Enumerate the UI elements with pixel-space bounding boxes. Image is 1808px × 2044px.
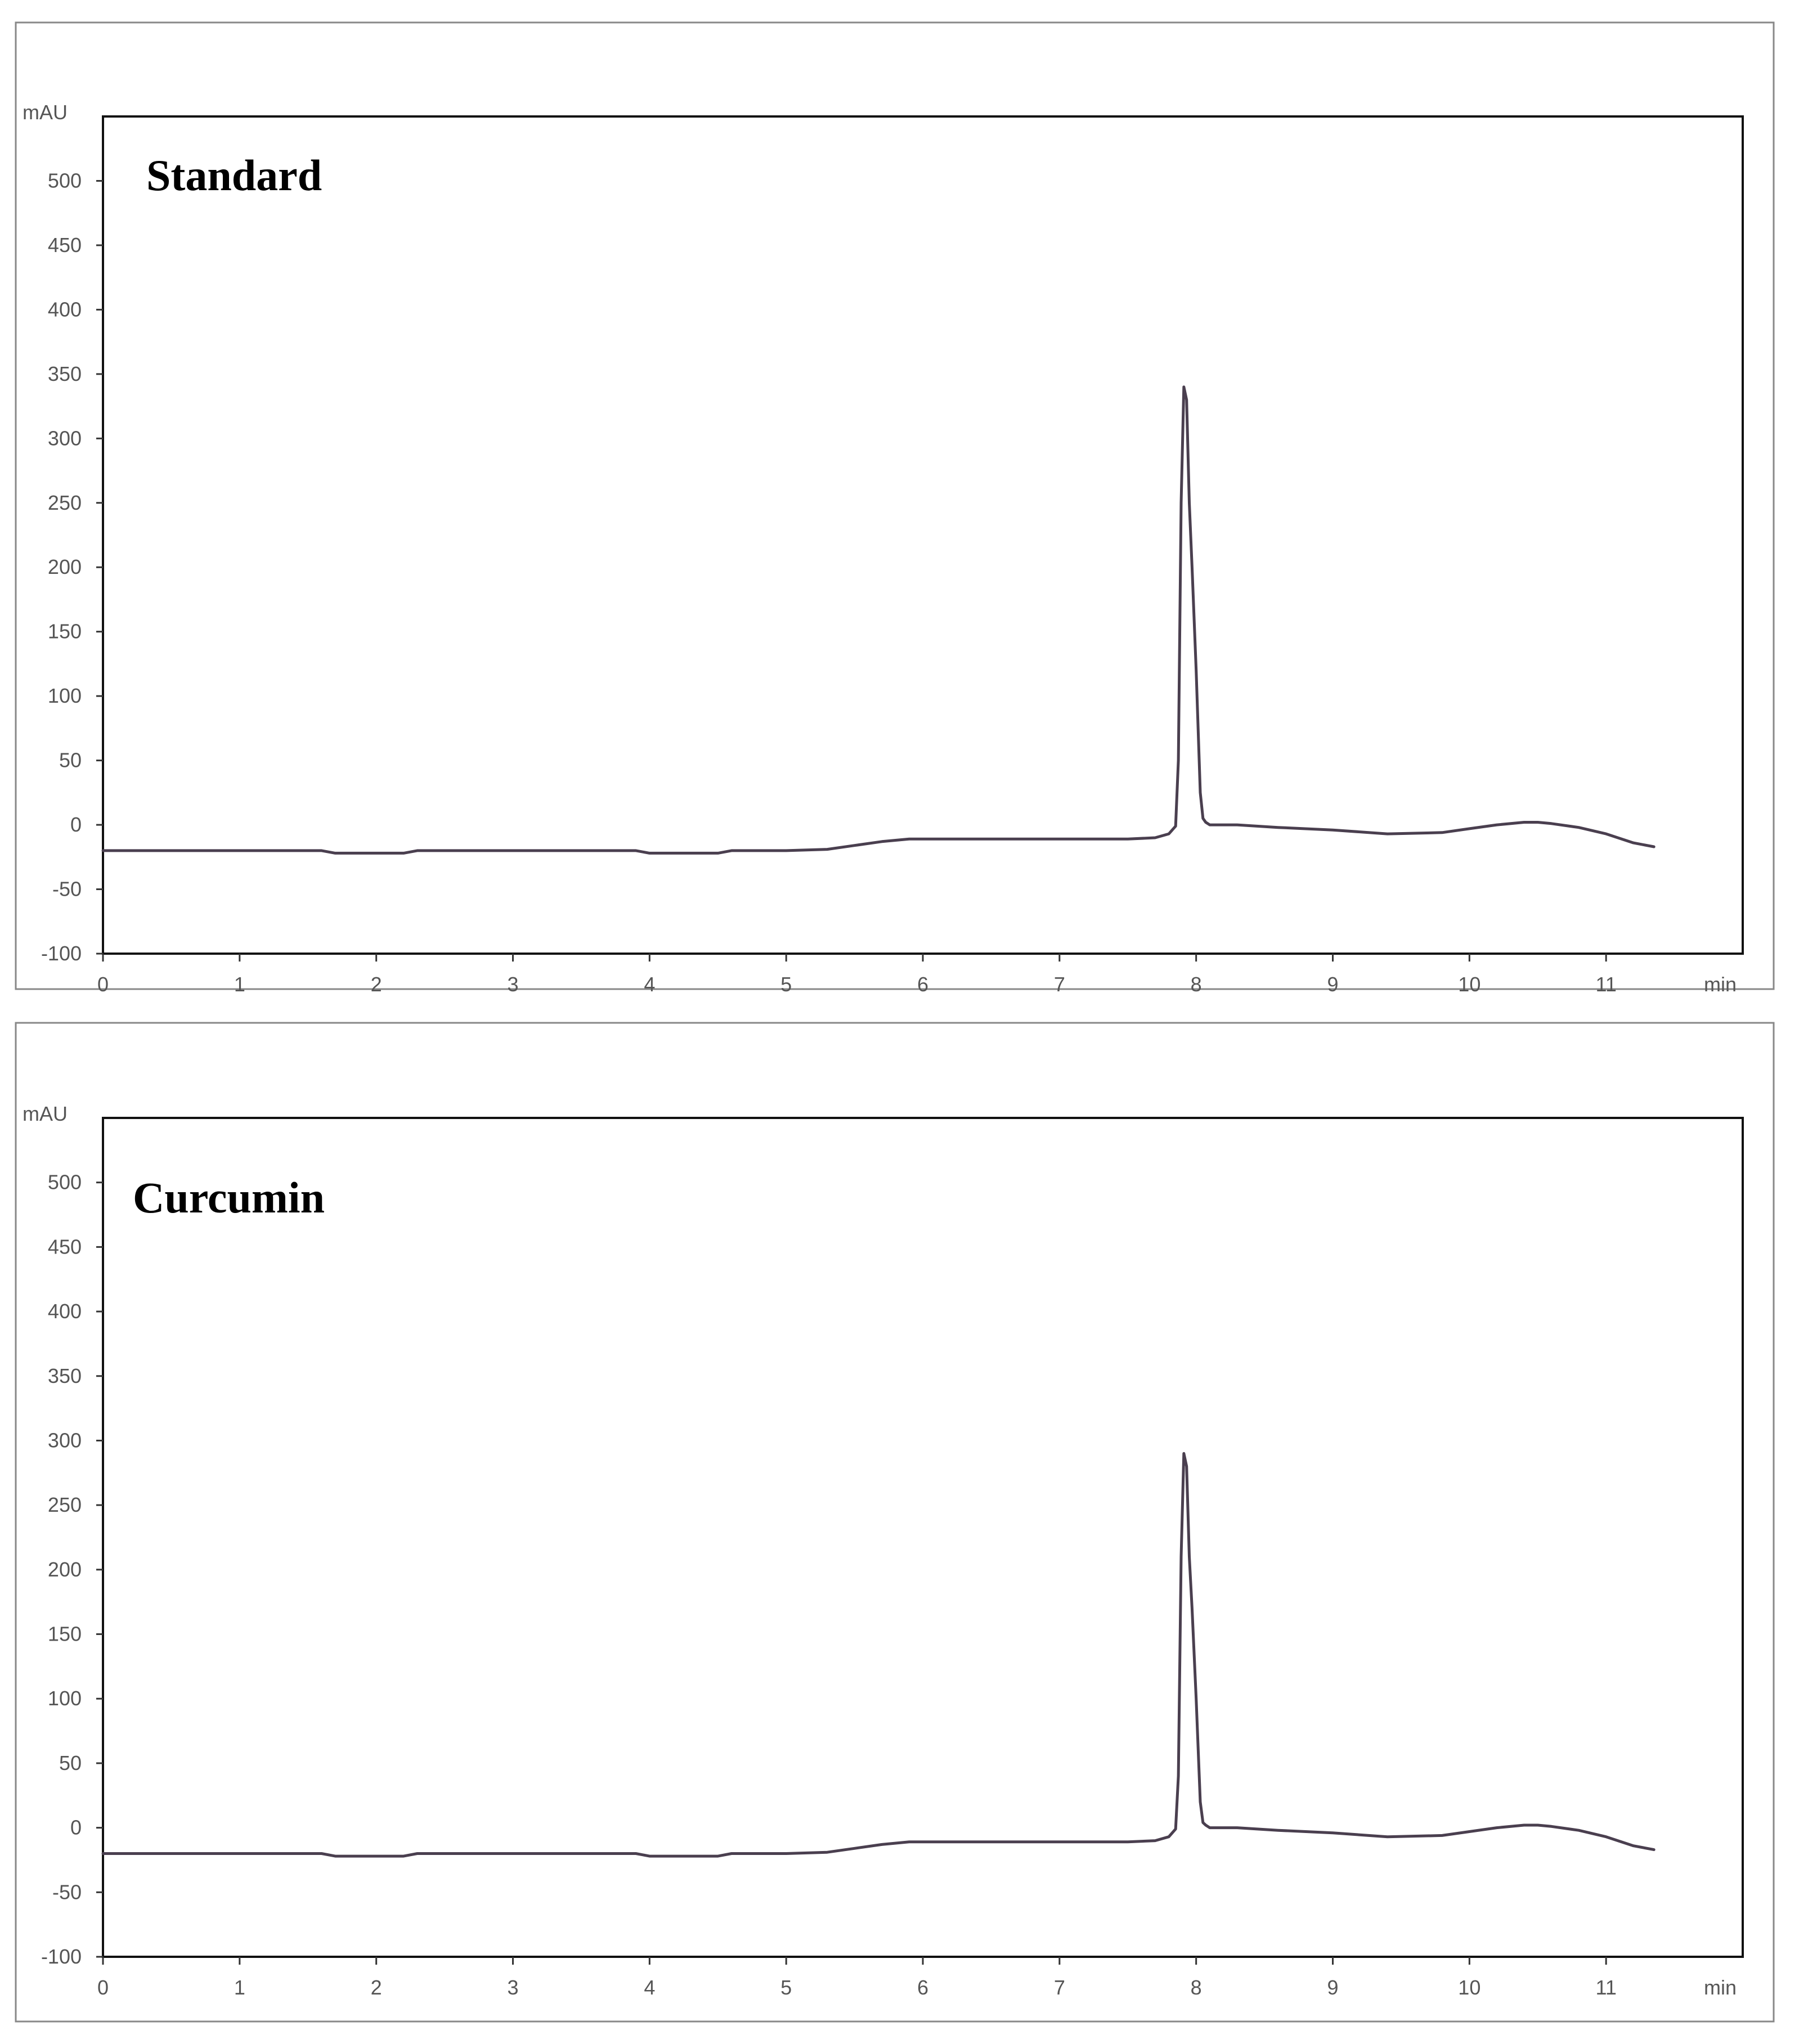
y-tick-label: 0 bbox=[70, 813, 82, 836]
chart-title: Standard bbox=[146, 151, 322, 200]
y-tick-label: 200 bbox=[48, 555, 82, 578]
x-tick-label: 10 bbox=[1458, 1976, 1481, 1999]
x-axis-label: min bbox=[1704, 973, 1737, 996]
x-tick-label: 11 bbox=[1595, 1976, 1616, 1999]
y-tick-label: 150 bbox=[48, 620, 82, 643]
x-tick-label: 8 bbox=[1191, 1976, 1202, 1999]
y-axis-label: mAU bbox=[23, 101, 68, 124]
x-tick-label: 9 bbox=[1327, 1976, 1338, 1999]
y-tick-label: -50 bbox=[52, 878, 82, 901]
x-tick-label: 5 bbox=[780, 973, 792, 996]
chromatogram-trace bbox=[101, 385, 1656, 855]
y-tick-label: 300 bbox=[48, 1428, 82, 1452]
x-tick-label: 2 bbox=[371, 973, 382, 996]
y-tick-label: 250 bbox=[48, 491, 82, 514]
y-tick-label: 0 bbox=[70, 1816, 82, 1839]
y-tick-label: -50 bbox=[52, 1880, 82, 1903]
y-tick-label: 500 bbox=[48, 1171, 82, 1194]
y-tick-label: -100 bbox=[41, 1945, 82, 1968]
x-tick-label: 3 bbox=[507, 1976, 518, 1999]
x-tick-label: 11 bbox=[1595, 973, 1616, 996]
plot-area bbox=[102, 1117, 1744, 1958]
x-tick-label: 2 bbox=[371, 1976, 382, 1999]
x-tick-label: 0 bbox=[97, 1976, 109, 1999]
x-tick-label: 7 bbox=[1054, 1976, 1065, 1999]
panel-frame bbox=[15, 1022, 1775, 2023]
y-tick-label: 200 bbox=[48, 1558, 82, 1581]
plot-area bbox=[102, 115, 1744, 955]
y-tick-label: 400 bbox=[48, 1300, 82, 1323]
x-tick-label: 7 bbox=[1054, 973, 1065, 996]
x-tick-label: 1 bbox=[234, 973, 245, 996]
chart-title: Curcumin bbox=[133, 1173, 325, 1222]
x-tick-label: 4 bbox=[644, 973, 655, 996]
y-tick-label: 50 bbox=[59, 749, 82, 772]
y-tick-label: 100 bbox=[48, 684, 82, 707]
y-tick-label: 450 bbox=[48, 233, 82, 257]
x-tick-label: 6 bbox=[917, 973, 928, 996]
y-tick-label: 350 bbox=[48, 362, 82, 385]
panel-frame bbox=[15, 21, 1775, 990]
y-axis-label: mAU bbox=[23, 1102, 68, 1125]
y-tick-label: 350 bbox=[48, 1364, 82, 1387]
standard-chromatogram-panel: -100 -50 0 50 100 150 200 250 300 350 400 450 500 0 1 2… bbox=[15, 21, 1775, 996]
x-tick-label: 3 bbox=[507, 973, 518, 996]
x-tick-label: 9 bbox=[1327, 973, 1338, 996]
y-tick-label: -100 bbox=[41, 942, 82, 965]
x-tick-label: 5 bbox=[780, 1976, 792, 1999]
x-tick-label: 8 bbox=[1191, 973, 1202, 996]
y-tick-label: 100 bbox=[48, 1687, 82, 1710]
chromatogram-trace bbox=[101, 1452, 1656, 1858]
y-tick-label: 500 bbox=[48, 169, 82, 192]
x-tick-label: 4 bbox=[644, 1976, 655, 1999]
y-tick-label: 450 bbox=[48, 1235, 82, 1258]
x-axis-label: min bbox=[1704, 1976, 1737, 1999]
x-tick-label: 6 bbox=[917, 1976, 928, 1999]
y-tick-label: 300 bbox=[48, 426, 82, 450]
x-tick-label: 10 bbox=[1458, 973, 1481, 996]
y-tick-label: 150 bbox=[48, 1623, 82, 1646]
y-tick-label: 400 bbox=[48, 298, 82, 321]
y-tick-label: 250 bbox=[48, 1493, 82, 1516]
curcumin-chromatogram-panel: -100 -50 0 50 100 150 200 250 300 350 400 450 500 0 1 2… bbox=[15, 1022, 1775, 2023]
y-tick-label: 50 bbox=[59, 1751, 82, 1775]
x-tick-label: 1 bbox=[234, 1976, 245, 1999]
x-tick-label: 0 bbox=[97, 973, 109, 996]
